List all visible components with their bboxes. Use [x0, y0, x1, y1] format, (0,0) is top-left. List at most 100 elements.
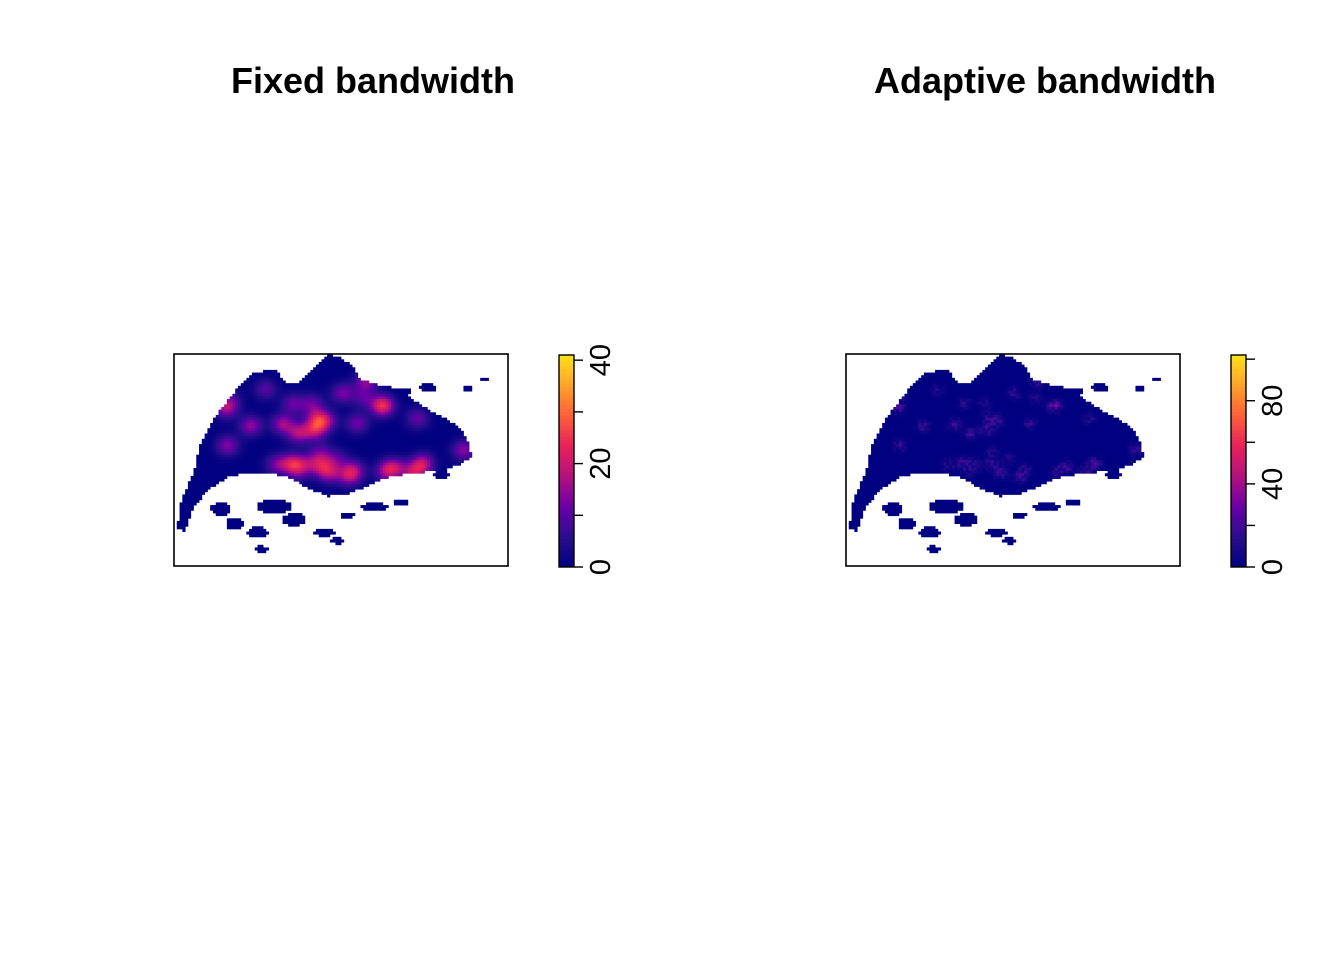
- density-cell: [982, 420, 986, 424]
- density-cell: [996, 391, 1000, 395]
- density-cell: [204, 460, 208, 464]
- density-cell: [327, 494, 331, 498]
- density-cell: [352, 462, 356, 466]
- density-cell: [374, 393, 378, 397]
- density-cell: [962, 414, 967, 418]
- density-cell: [232, 518, 236, 522]
- density-cell: [921, 380, 925, 384]
- density-cell: [315, 460, 320, 464]
- density-cell: [1093, 417, 1097, 421]
- density-cell: [332, 422, 336, 426]
- density-cell: [321, 441, 325, 445]
- density-cell: [363, 465, 367, 469]
- density-cell: [1060, 420, 1064, 424]
- density-cell: [374, 399, 378, 403]
- density-cell: [215, 462, 219, 466]
- density-cell: [224, 422, 228, 426]
- density-cell: [424, 452, 428, 456]
- density-cell: [1026, 414, 1031, 418]
- density-cell: [360, 483, 364, 487]
- density-cell: [360, 473, 364, 477]
- density-cell: [299, 412, 303, 416]
- density-cell: [260, 404, 264, 408]
- density-cell: [204, 441, 208, 445]
- density-cell: [385, 433, 389, 437]
- density-cell: [990, 407, 994, 411]
- density-cell: [246, 425, 250, 429]
- density-cell: [385, 454, 389, 458]
- density-cell: [1071, 414, 1075, 418]
- density-cell: [915, 383, 919, 387]
- density-cell: [240, 425, 244, 429]
- density-cell: [226, 526, 231, 530]
- density-cell: [996, 380, 1000, 384]
- density-cell: [1007, 396, 1011, 400]
- density-cell: [251, 372, 256, 376]
- density-cell: [948, 401, 953, 405]
- density-cell: [940, 380, 944, 384]
- density-cell: [182, 513, 186, 517]
- density-cell: [910, 404, 914, 408]
- density-cell: [371, 460, 375, 464]
- density-cell: [246, 412, 250, 416]
- density-cell: [332, 454, 336, 458]
- density-cell: [382, 391, 386, 395]
- density-cell: [299, 383, 303, 387]
- density-cell: [268, 407, 272, 411]
- density-cell: [976, 414, 980, 418]
- density-cell: [290, 467, 295, 471]
- density-cell: [371, 436, 375, 440]
- density-cell: [1018, 372, 1022, 376]
- density-cell: [943, 414, 947, 418]
- density-cell: [399, 438, 403, 442]
- density-cell: [257, 550, 261, 554]
- density-cell: [335, 430, 339, 434]
- density-cell: [332, 391, 336, 395]
- density-cell: [207, 481, 211, 485]
- density-cell: [324, 359, 328, 363]
- density-cell: [413, 454, 417, 458]
- density-cell: [452, 462, 456, 466]
- density-cell: [254, 433, 258, 437]
- density-cell: [299, 452, 303, 456]
- density-cell: [407, 436, 411, 440]
- density-cell: [196, 460, 200, 464]
- density-cell: [1026, 393, 1031, 397]
- density-cell: [349, 452, 353, 456]
- density-cell: [224, 470, 228, 474]
- density-cell: [193, 483, 197, 487]
- density-cell: [918, 380, 922, 384]
- density-cell: [954, 417, 958, 421]
- density-cell: [366, 436, 370, 440]
- density-cell: [341, 491, 345, 495]
- density-cell: [254, 428, 258, 432]
- density-cell: [377, 438, 381, 442]
- density-cell: [235, 460, 239, 464]
- density-cell: [271, 444, 275, 448]
- density-cell: [951, 399, 955, 403]
- density-cell: [257, 393, 261, 397]
- density-cell: [424, 433, 428, 437]
- legend-swatch: [559, 549, 574, 554]
- density-cell: [265, 457, 270, 461]
- density-cell: [238, 460, 242, 464]
- density-cell: [257, 385, 261, 389]
- density-cell: [265, 388, 270, 392]
- density-cell: [321, 491, 325, 495]
- density-cell: [443, 436, 448, 440]
- density-cell: [424, 465, 428, 469]
- density-cell: [962, 388, 967, 392]
- density-cell: [315, 407, 320, 411]
- density-cell: [296, 473, 300, 477]
- density-cell: [299, 449, 303, 453]
- density-cell: [346, 449, 350, 453]
- density-cell: [229, 404, 233, 408]
- density-cell: [279, 425, 283, 429]
- density-cell: [1024, 407, 1028, 411]
- density-cell: [288, 467, 292, 471]
- density-cell: [430, 433, 434, 437]
- density-cell: [296, 470, 300, 474]
- density-cell: [204, 433, 208, 437]
- density-cell: [265, 414, 270, 418]
- density-cell: [288, 515, 292, 519]
